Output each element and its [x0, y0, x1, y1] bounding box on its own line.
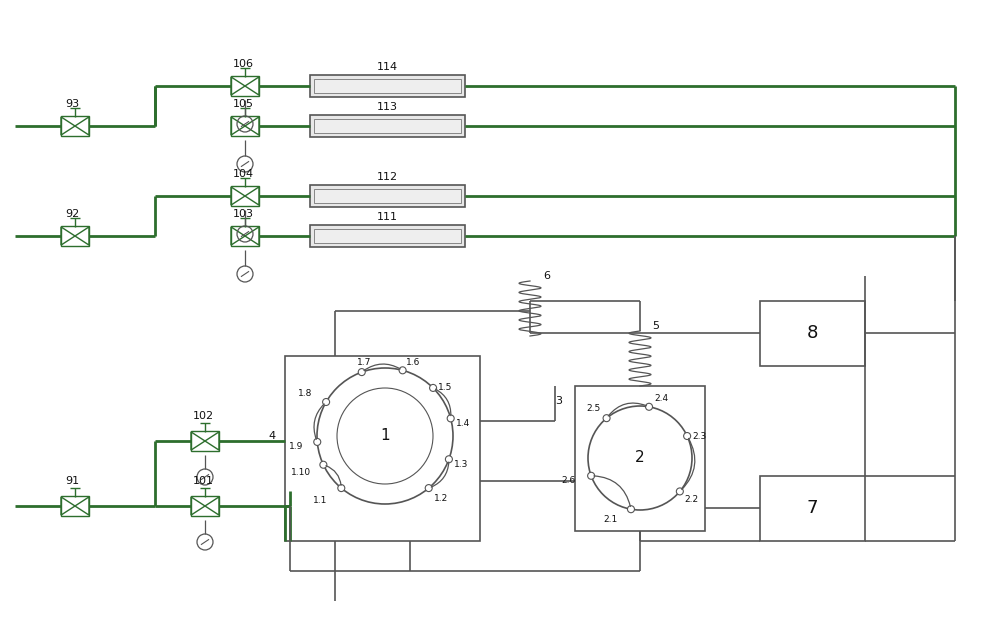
Bar — [314, 119, 461, 133]
Bar — [310, 185, 465, 207]
Text: 93: 93 — [65, 99, 79, 109]
Text: 102: 102 — [193, 411, 214, 421]
Bar — [314, 79, 461, 93]
Bar — [575, 386, 705, 531]
Text: 2: 2 — [635, 450, 645, 466]
Circle shape — [314, 438, 321, 445]
Text: 1.6: 1.6 — [406, 358, 420, 367]
Circle shape — [425, 485, 432, 492]
Text: 112: 112 — [376, 172, 398, 182]
Text: 1.4: 1.4 — [456, 419, 470, 428]
Circle shape — [320, 461, 327, 468]
Text: 2.3: 2.3 — [692, 431, 706, 441]
Bar — [285, 356, 480, 541]
Text: 113: 113 — [376, 102, 398, 112]
Circle shape — [399, 367, 406, 374]
Text: 92: 92 — [65, 209, 79, 219]
Bar — [191, 496, 219, 516]
Bar — [314, 229, 461, 243]
Circle shape — [445, 456, 452, 463]
Circle shape — [588, 473, 595, 480]
Text: 2.4: 2.4 — [654, 394, 668, 403]
Text: 1.3: 1.3 — [454, 460, 468, 469]
Text: 1.9: 1.9 — [289, 443, 304, 452]
Text: 1.10: 1.10 — [291, 468, 311, 477]
Circle shape — [627, 506, 634, 513]
Text: 1.2: 1.2 — [434, 494, 448, 502]
Text: 3: 3 — [555, 396, 562, 406]
Circle shape — [338, 485, 345, 492]
Bar — [310, 225, 465, 247]
Text: 1.8: 1.8 — [298, 389, 312, 399]
Circle shape — [447, 415, 454, 422]
Circle shape — [646, 403, 653, 410]
Text: 104: 104 — [233, 169, 254, 179]
Bar — [760, 301, 865, 366]
Text: 106: 106 — [233, 59, 254, 69]
Circle shape — [323, 399, 330, 406]
Bar — [310, 115, 465, 137]
Text: 8: 8 — [806, 324, 818, 342]
Text: 2.5: 2.5 — [587, 404, 601, 413]
Text: 114: 114 — [376, 62, 398, 72]
Bar — [61, 226, 89, 245]
Bar — [231, 186, 259, 206]
Bar — [310, 75, 465, 97]
Bar — [760, 476, 865, 541]
Bar — [231, 116, 259, 136]
Text: 2.2: 2.2 — [685, 495, 699, 504]
Bar — [231, 226, 259, 245]
Text: 105: 105 — [233, 99, 254, 109]
Circle shape — [358, 369, 365, 376]
Circle shape — [603, 415, 610, 422]
Circle shape — [676, 488, 683, 495]
Text: 101: 101 — [193, 476, 214, 486]
Text: 1.5: 1.5 — [438, 384, 452, 392]
Text: 2.1: 2.1 — [603, 515, 617, 523]
Circle shape — [430, 384, 437, 391]
Text: 1.7: 1.7 — [357, 357, 371, 366]
Text: 7: 7 — [806, 499, 818, 517]
Text: 91: 91 — [65, 476, 79, 486]
Bar — [61, 496, 89, 516]
Bar — [191, 431, 219, 451]
Text: 6: 6 — [543, 271, 550, 281]
Text: 1: 1 — [380, 429, 390, 443]
Text: 5: 5 — [652, 321, 659, 331]
Text: 111: 111 — [376, 212, 398, 222]
Bar — [61, 116, 89, 136]
Text: 1.1: 1.1 — [313, 495, 328, 504]
Text: 4: 4 — [268, 431, 275, 441]
Bar — [231, 76, 259, 96]
Text: 2.6: 2.6 — [561, 476, 575, 485]
Text: 103: 103 — [233, 209, 254, 219]
Bar — [314, 189, 461, 203]
Circle shape — [684, 432, 691, 439]
